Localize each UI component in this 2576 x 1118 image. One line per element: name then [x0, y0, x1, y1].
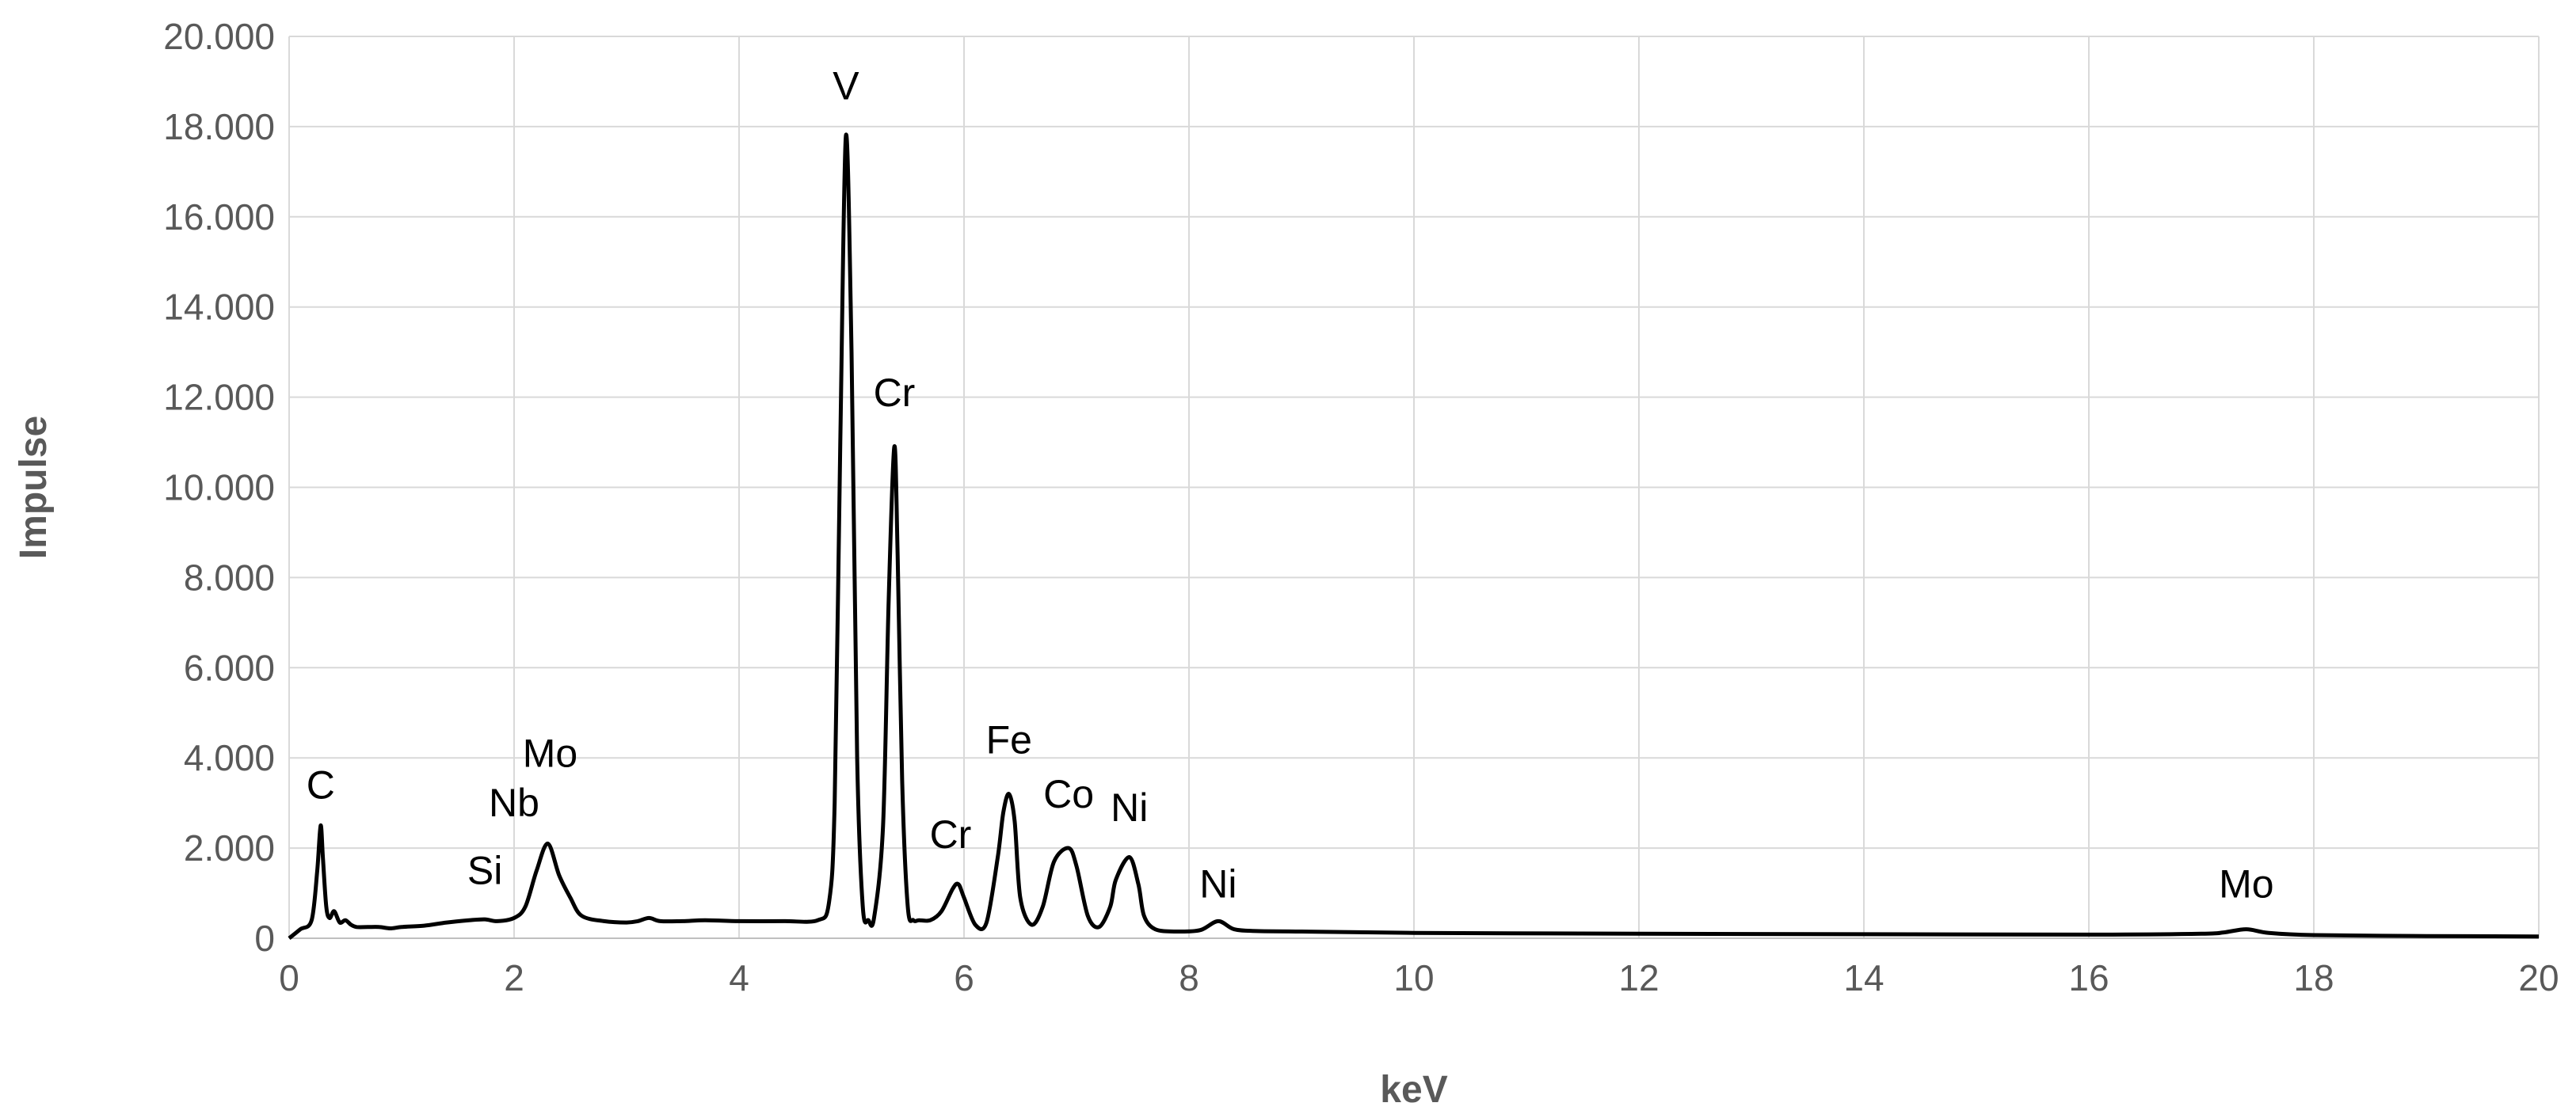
x-tick-label: 14: [1843, 957, 1884, 998]
peak-label: Mo: [523, 732, 577, 776]
y-tick-label: 16.000: [163, 196, 275, 238]
peak-label: Ni: [1111, 785, 1148, 830]
y-tick-label: 0: [254, 918, 275, 959]
peak-label: Ni: [1199, 862, 1237, 907]
x-tick-label: 2: [504, 957, 524, 998]
y-tick-label: 12.000: [163, 377, 275, 418]
peak-label: Fe: [986, 718, 1032, 762]
x-tick-label: 20: [2518, 957, 2559, 998]
peak-label: V: [833, 64, 859, 108]
y-tick-label: 4.000: [184, 737, 275, 778]
peak-label: Cr: [930, 812, 972, 857]
spectrum-line: [288, 132, 2540, 940]
axes: 0 2.000 4.000 6.000 8.000 10.000 12.000 14.000 1…: [163, 16, 2559, 998]
x-tick-label: 12: [1618, 957, 1659, 998]
peak-label: Si: [467, 849, 502, 893]
x-tick-label: 6: [954, 957, 974, 998]
peak-label: Cr: [874, 371, 916, 415]
x-tick-label: 18: [2293, 957, 2334, 998]
peak-label: Mo: [2219, 862, 2273, 907]
y-tick-label: 18.000: [163, 106, 275, 147]
series: [288, 132, 2540, 940]
x-tick-label: 8: [1179, 957, 1199, 998]
peak-label: Nb: [489, 781, 539, 825]
x-tick-label: 10: [1393, 957, 1434, 998]
gridlines: [288, 36, 2540, 939]
peak-label: C: [307, 762, 335, 807]
y-tick-label: 14.000: [163, 287, 275, 328]
y-tick-label: 8.000: [184, 557, 275, 598]
peak-label: Co: [1043, 772, 1094, 816]
x-tick-label: 4: [729, 957, 749, 998]
y-tick-label: 10.000: [163, 467, 275, 508]
y-tick-label: 20.000: [163, 16, 275, 57]
x-tick-label: 0: [279, 957, 299, 998]
y-tick-label: 2.000: [184, 827, 275, 869]
x-axis-title: keV: [1380, 1069, 1447, 1111]
y-axis-title: Impulse: [13, 416, 55, 559]
x-tick-label: 16: [2068, 957, 2109, 998]
y-tick-label: 6.000: [184, 647, 275, 688]
